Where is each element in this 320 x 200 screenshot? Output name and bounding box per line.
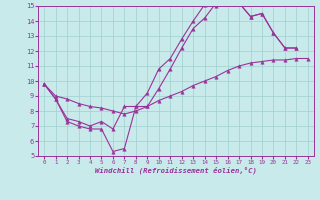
X-axis label: Windchill (Refroidissement éolien,°C): Windchill (Refroidissement éolien,°C) <box>95 167 257 174</box>
